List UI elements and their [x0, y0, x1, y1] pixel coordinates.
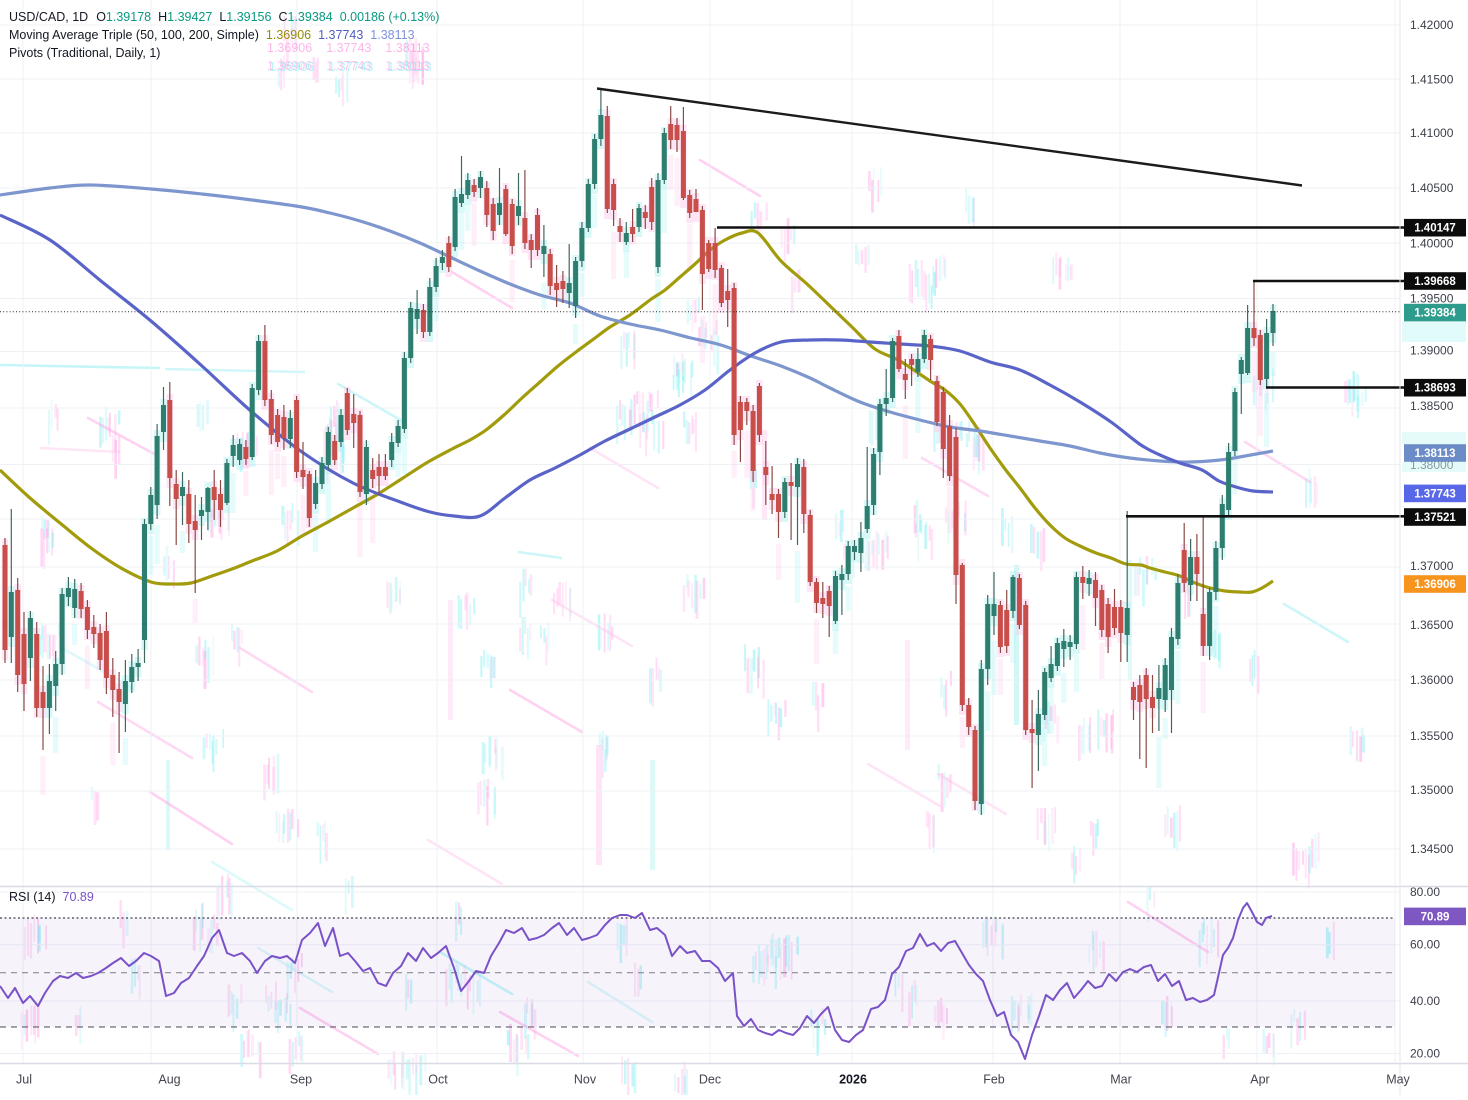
svg-text:1.39500: 1.39500 [1410, 292, 1454, 306]
svg-text:RSI (14)70.89: RSI (14) 70.89 [9, 890, 94, 904]
svg-text:1.41500: 1.41500 [1410, 72, 1454, 86]
svg-text:1.42000: 1.42000 [1410, 18, 1454, 32]
svg-text:1.37000: 1.37000 [1410, 559, 1454, 573]
svg-text:1.35000: 1.35000 [1410, 783, 1454, 797]
svg-text:1.38113: 1.38113 [1415, 448, 1456, 460]
svg-text:1.37521: 1.37521 [1414, 512, 1456, 524]
svg-text:Dec: Dec [699, 1073, 721, 1087]
svg-text:1.38500: 1.38500 [1410, 399, 1454, 413]
svg-text:80.00: 80.00 [1410, 885, 1440, 899]
svg-text:1.40147: 1.40147 [1414, 223, 1456, 235]
svg-text:1.36000: 1.36000 [1410, 673, 1454, 687]
svg-text:1.40000: 1.40000 [1410, 237, 1454, 251]
svg-text:Moving Average Triple (50, 100: Moving Average Triple (50, 100, 200, Sim… [9, 28, 415, 42]
svg-text:1.41000: 1.41000 [1410, 126, 1454, 140]
svg-text:Aug: Aug [158, 1073, 180, 1087]
svg-text:1.39384: 1.39384 [1414, 308, 1456, 320]
svg-text:40.00: 40.00 [1410, 994, 1440, 1008]
svg-text:1.39000: 1.39000 [1410, 343, 1454, 357]
svg-text:1.38693: 1.38693 [1414, 383, 1456, 395]
svg-text:1.39668: 1.39668 [1414, 276, 1456, 288]
svg-text:60.00: 60.00 [1410, 938, 1440, 952]
svg-text:1.40500: 1.40500 [1410, 181, 1454, 195]
svg-text:1.35500: 1.35500 [1410, 729, 1454, 743]
svg-text:1.36906: 1.36906 [1414, 579, 1456, 591]
svg-text:Oct: Oct [428, 1073, 448, 1087]
svg-text:Mar: Mar [1110, 1073, 1132, 1087]
svg-text:2026: 2026 [839, 1073, 867, 1087]
svg-text:1.34500: 1.34500 [1410, 842, 1454, 856]
svg-text:Apr: Apr [1250, 1073, 1269, 1087]
svg-text:Pivots (Traditional, Daily, 1): Pivots (Traditional, Daily, 1) [9, 46, 160, 60]
svg-text:Jul: Jul [16, 1073, 32, 1087]
svg-text:1.36500: 1.36500 [1410, 618, 1454, 632]
svg-text:70.89: 70.89 [1421, 911, 1450, 923]
svg-text:1.37743: 1.37743 [1414, 488, 1456, 500]
svg-text:Sep: Sep [290, 1073, 312, 1087]
svg-text:Feb: Feb [983, 1073, 1005, 1087]
svg-text:May: May [1386, 1073, 1410, 1087]
svg-text:20.00: 20.00 [1410, 1047, 1440, 1061]
svg-text:Nov: Nov [574, 1073, 597, 1087]
